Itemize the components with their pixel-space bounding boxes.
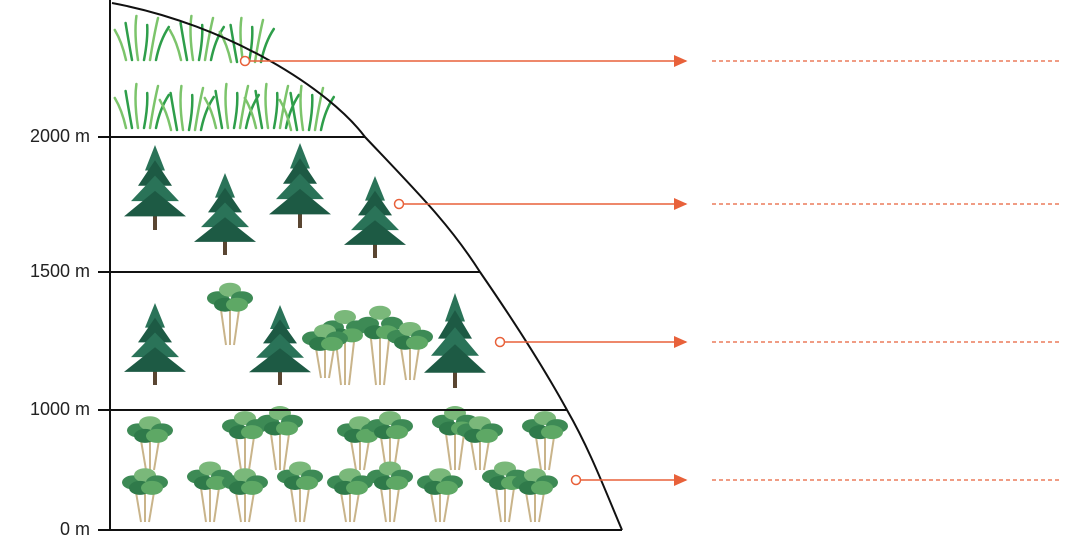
page: 2000 m 1500 m 1000 m 0 m (() => { const … (0, 0, 1065, 548)
grass-blade (241, 18, 244, 62)
conifer-tier (124, 191, 186, 217)
grass-blade (144, 93, 147, 128)
canopy (241, 425, 263, 439)
leader-dot (241, 57, 250, 66)
grass-blade (301, 86, 304, 130)
conifer-tier (424, 344, 486, 373)
canopy (141, 481, 163, 495)
canopy (321, 337, 343, 351)
grass-blade (274, 93, 277, 128)
canopy (386, 425, 408, 439)
conifer-tier (124, 347, 186, 372)
grass-blade (309, 95, 312, 130)
canopy (531, 481, 553, 495)
conifer-tier (194, 217, 256, 242)
grass-blade (189, 95, 192, 130)
grass-blade (216, 91, 222, 128)
grass-blade (136, 84, 139, 128)
grass-blade (226, 84, 229, 128)
grass-blade (181, 86, 184, 130)
leader-dot (496, 338, 505, 347)
grass-blade (171, 93, 177, 130)
grass-blade (191, 16, 194, 60)
canopy (226, 298, 248, 312)
conifer-tier (269, 189, 331, 215)
canopy (386, 476, 408, 490)
grass-blade (234, 93, 237, 128)
conifer-tier (249, 348, 311, 372)
altitude-label: 1000 m (30, 399, 90, 419)
grass-blade (144, 25, 147, 60)
grass-blade (115, 98, 126, 128)
grass-blade (156, 95, 169, 128)
altitude-label: 0 m (60, 519, 90, 539)
canopy (296, 476, 318, 490)
leader-dot (572, 476, 581, 485)
canopy (541, 425, 563, 439)
canopy (241, 481, 263, 495)
canopy (276, 421, 298, 435)
vegetation (115, 16, 568, 522)
grass-blade (266, 84, 269, 128)
diagram: 2000 m 1500 m 1000 m 0 m (0, 0, 1065, 548)
grass-blade (160, 100, 171, 130)
canopy (436, 481, 458, 495)
altitude-label: 2000 m (30, 126, 90, 146)
grass-blade (126, 23, 132, 60)
grass-blade (126, 91, 132, 128)
grass-blade (170, 30, 181, 60)
grass-blade (199, 25, 202, 60)
leader-dot (395, 200, 404, 209)
canopy (346, 481, 368, 495)
grass-blade (136, 16, 139, 60)
canopy (146, 429, 168, 443)
grass-blade (115, 30, 126, 60)
canopy (406, 336, 428, 350)
canopy (476, 429, 498, 443)
grass-blade (249, 27, 252, 62)
grass-blade (156, 27, 169, 60)
altitude-label: 1500 m (30, 261, 90, 281)
grass-blade (181, 23, 187, 60)
conifer-tier (344, 220, 406, 245)
